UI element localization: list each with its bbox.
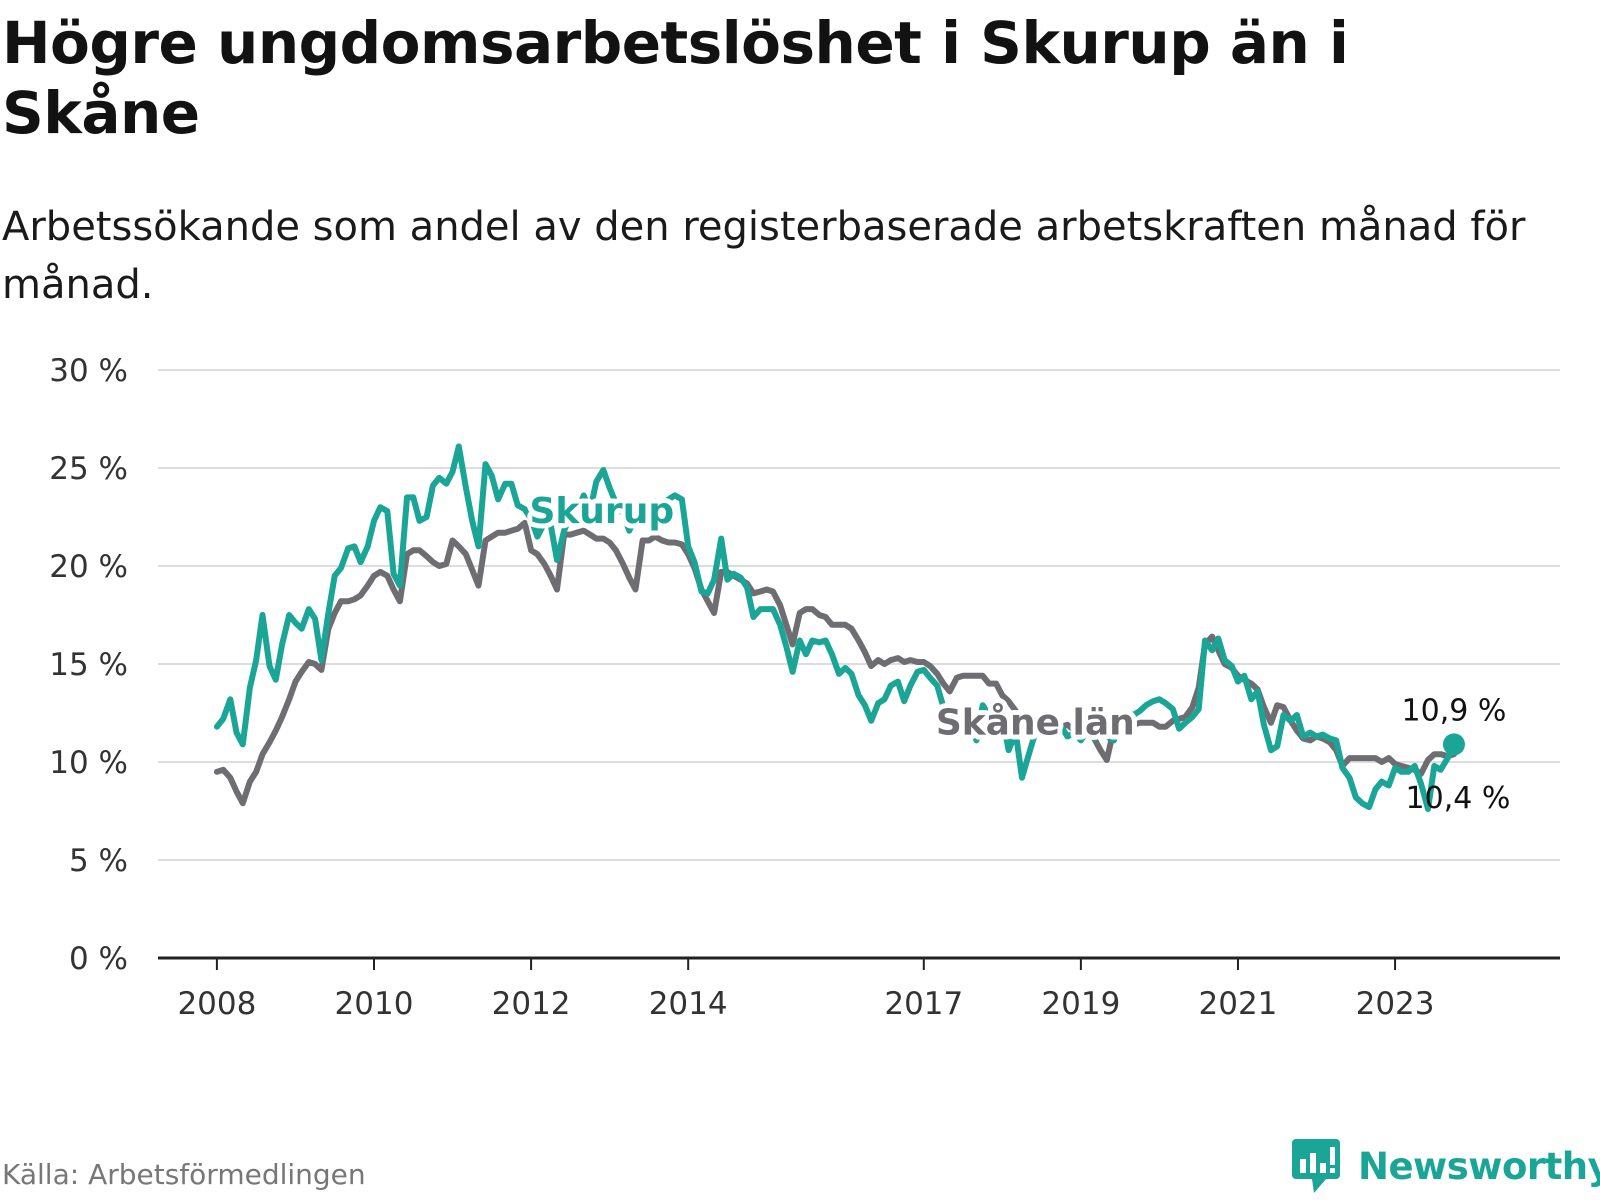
skane-series-label-halo: Skåne län (936, 703, 1135, 744)
x-tick-label: 2010 (335, 986, 414, 1022)
newsworthy-logo: Newsworthy (1290, 1139, 1600, 1193)
skurup-end-value-label: 10,9 % (1402, 693, 1507, 728)
x-tick-label: 2017 (884, 986, 963, 1022)
skurup-series-label-halo: Skurup (529, 491, 674, 532)
y-tick-label: 0 % (69, 941, 128, 977)
newsworthy-logo-text: Newsworthy (1358, 1144, 1600, 1188)
x-tick-label: 2012 (492, 986, 571, 1022)
skurup-end-point (1442, 733, 1465, 756)
x-tick-label: 2019 (1041, 986, 1120, 1022)
x-tick-label: 2014 (649, 986, 728, 1022)
line-chart: 0 %5 %10 %15 %20 %25 %30 % 2008 2010 2012 2… (49, 353, 1560, 1022)
skane-end-value-label: 10,4 % (1406, 781, 1511, 816)
x-tick-label: 2008 (177, 986, 256, 1022)
y-tick-label: 10 % (49, 745, 128, 781)
y-tick-label: 5 % (69, 843, 128, 879)
chart-subtitle: Arbetssökande som andel av den registerb… (2, 204, 1526, 308)
y-tick-label: 15 % (49, 647, 128, 683)
x-axis-ticks: 2008 2010 2012 2014 2017 2019 2021 2023 (177, 958, 1435, 1022)
series-line-skurup (213, 443, 1457, 812)
skane-series-label: Skåne län (936, 703, 1135, 744)
newsworthy-logo-icon (1292, 1139, 1340, 1193)
skurup-series-label: Skurup (529, 491, 674, 532)
x-tick-label: 2023 (1356, 986, 1435, 1022)
y-tick-label: 25 % (49, 451, 128, 487)
chart-title: Högre ungdomsarbetslöshet i Skurup än i … (2, 9, 1349, 147)
y-axis-ticks: 0 % 5 % 10 % 15 % 20 % 25 % 30 % (49, 353, 128, 977)
y-tick-label: 30 % (49, 353, 128, 389)
source-note: Källa: Arbetsförmedlingen (2, 1158, 366, 1191)
series-lines (213, 443, 1465, 812)
x-tick-label: 2021 (1199, 986, 1278, 1022)
y-tick-label: 20 % (49, 549, 128, 585)
